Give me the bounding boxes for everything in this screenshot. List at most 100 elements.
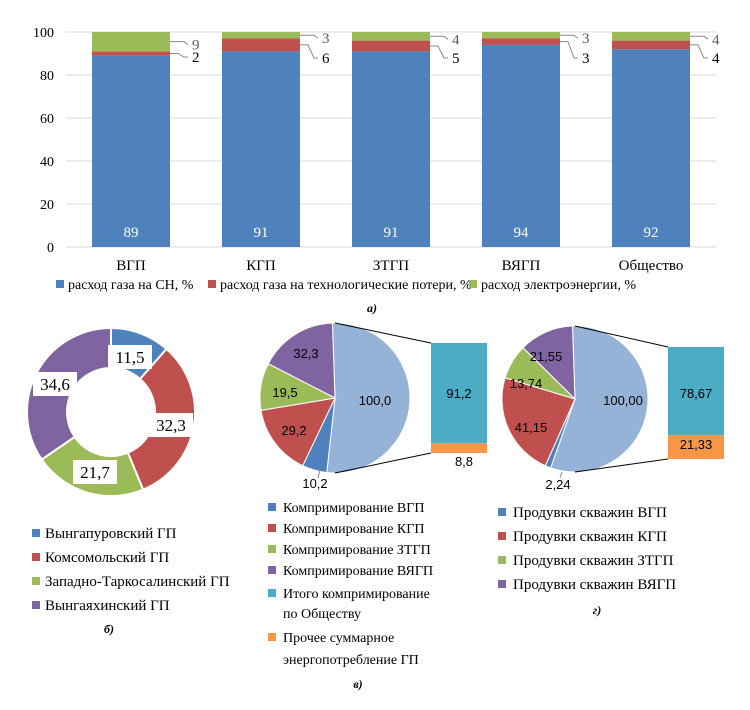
data-label-sn: 92 [644,225,659,241]
x-category-label: ВЯГП [502,258,541,274]
legend-label-b-3: Вынгаяхинский ГП [45,598,170,614]
y-tick-label: 100 [33,26,54,41]
legend-marker-v-2 [268,545,276,553]
leader-line-red [170,53,188,58]
bar-1-3 [482,38,560,45]
leader-line-green [690,35,709,40]
legend-marker-v-4 [268,589,276,597]
bar-label-0: 91,2 [446,386,471,401]
x-category-label: КГП [246,258,276,274]
x-category-label: ЗТГП [373,258,409,274]
legend-marker-b-3 [32,601,40,609]
legend-marker-g-2 [498,556,506,564]
leader-line-vgp-g [559,471,563,479]
x-category-label: ВГП [116,258,146,274]
bar-segment-0 [431,343,487,444]
y-tick-label: 0 [47,241,54,256]
leader-line-red [690,44,708,59]
legend-label-g-3: Продувки скважин ВЯГП [513,577,676,593]
legend-label-v-2: Компримирование ЗТГП [283,543,431,558]
caption-b: б) [104,622,114,636]
connector-line-bottom [574,458,669,473]
leader-line-red [560,41,578,59]
data-label-electricity: 3 [322,31,330,47]
caption-a: а) [367,301,377,315]
legend-marker-b-0 [32,529,40,537]
donut-label-box [108,345,152,369]
leader-line-green [300,34,319,39]
pie-label-2: 19,5 [272,385,297,400]
legend-marker-g-0 [498,508,506,516]
data-label-electricity: 3 [582,31,590,47]
donut-label-2: 21,7 [80,463,110,482]
bar-label-1: 21,33 [680,437,713,452]
legend-label-v-5: по Обществу [283,607,361,622]
leader-line-green [170,41,189,46]
legend-label-v-4: Итого компримирование [283,587,430,602]
legend-label-v-7: энергопотребление ГП [283,653,419,668]
donut-label-0: 11,5 [115,348,144,367]
bar-2-0 [92,32,170,52]
bar-label-1: 8,8 [455,454,473,469]
pie-label-1: 41,15 [515,420,548,435]
pie-label-0: 10,2 [302,476,327,491]
y-tick-label: 80 [40,69,54,84]
pie-label-1: 29,2 [281,423,306,438]
donut-label-box [149,413,193,437]
chart-v-pie-of-pie: 10,2 29,2 19,5 32,3 100,0 91,2 8,8 Компримирова… [259,322,487,691]
bar-2-1 [222,32,300,39]
legend-marker-g-1 [498,532,506,540]
data-label-losses: 5 [452,51,460,67]
leader-line-green [560,34,579,39]
bar-1-4 [612,40,690,50]
leader-line-vgp [317,469,321,479]
connector-line-bottom [334,452,432,474]
caption-g: г) [593,603,601,617]
y-tick-label: 60 [40,112,54,127]
bar-2-2 [352,32,430,41]
bar-0-0 [92,55,170,248]
pie-label-3: 21,55 [530,349,563,364]
bar-1-1 [222,38,300,52]
bar-segment-1 [668,435,724,459]
donut-label-box [73,460,117,484]
connector-line-top [574,325,669,348]
legend-marker-b-1 [32,553,40,561]
chart-a-stacked-bar: 0 20 40 60 80 100 ВГП 89 29 КГП 91 6 3 ЗТГП 91 5 4 ВЯГП 94… [33,26,720,315]
legend-label-v-1: Компримирование КГП [283,522,424,537]
data-label-losses: 6 [322,51,330,67]
bar-1-0 [92,51,170,56]
bar-segment-1 [431,443,487,453]
bar-0-4 [612,49,690,248]
data-label-sn: 94 [514,225,530,241]
bar-label-0: 78,67 [680,386,713,401]
legend-label-1: расход газа на технологические потери, % [220,278,472,293]
legend-marker-v-1 [268,524,276,532]
bar-0-3 [482,44,560,248]
leader-line-green [430,35,449,40]
legend-label-b-0: Вынгапуровский ГП [45,526,177,542]
legend-label-g-0: Продувки скважин ВГП [513,505,667,521]
y-tick-label: 40 [40,155,54,170]
legend-label-v-6: Прочее суммарное [283,631,394,646]
data-label-losses: 2 [192,50,200,66]
legend-label-b-1: Комсомольский ГП [45,550,169,566]
pie-label-0: 2,24 [545,477,570,492]
y-tick-label: 20 [40,198,54,213]
legend-label-0: расход газа на СН, % [68,278,194,293]
data-label-sn: 89 [124,225,139,241]
data-label-losses: 3 [582,51,590,67]
pie-label-4: 100,00 [603,393,643,408]
pie-slice-1 [260,397,336,467]
legend-marker-v-0 [268,503,276,511]
legend-marker-b-2 [32,577,40,585]
pie-label-4: 100,0 [359,393,392,408]
legend-label-2: расход электроэнергии, % [481,278,636,293]
donut-label-3: 34,6 [40,375,70,394]
legend-marker-g-3 [498,580,506,588]
legend-marker-v-6 [268,633,276,641]
legend-label-b-2: Западно-Таркосалинский ГП [45,574,230,590]
chart-b-donut: 11,5 32,3 21,7 34,6 Вынгапуровский ГП Комсомо… [26,326,230,636]
legend-marker-1 [208,280,216,288]
